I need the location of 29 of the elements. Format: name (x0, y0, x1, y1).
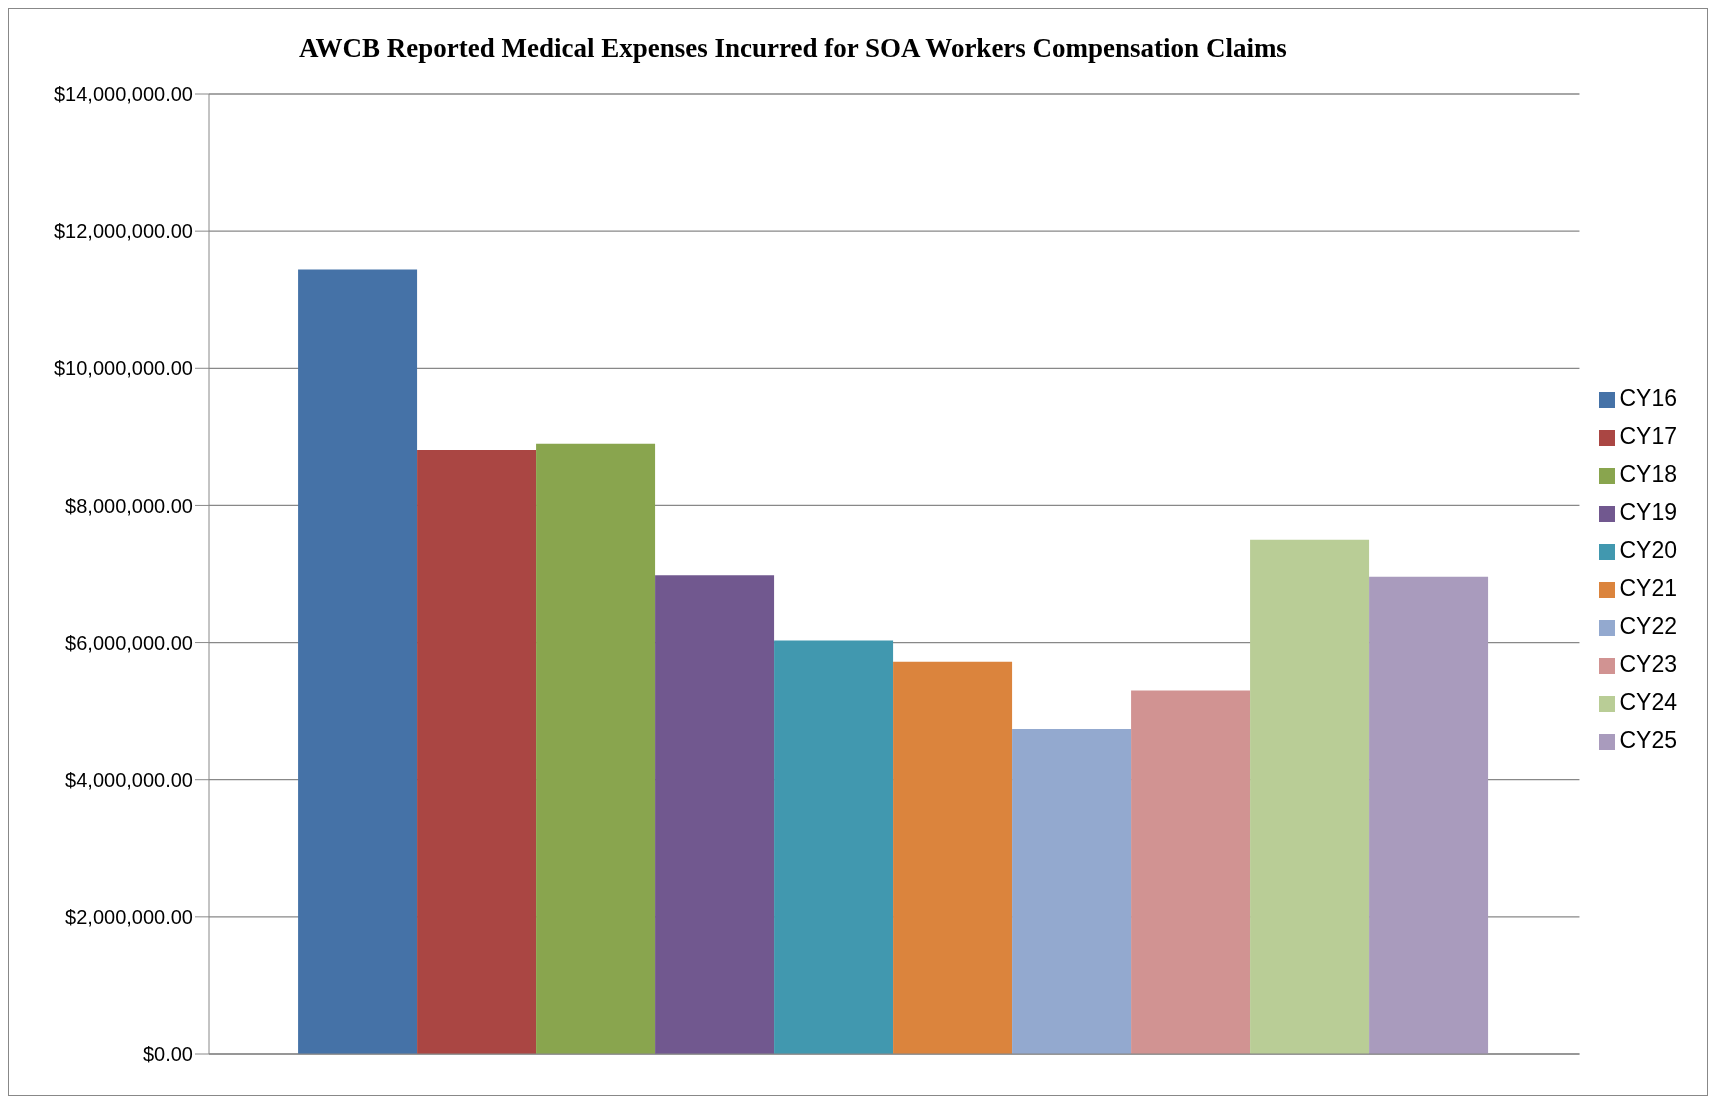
y-tick-label: $2,000,000.00 (65, 905, 193, 928)
bar (893, 661, 1013, 1054)
y-tick-label: $0.00 (142, 1043, 193, 1066)
y-tick-label: $8,000,000.00 (65, 494, 193, 517)
y-tick-label: $4,000,000.00 (65, 768, 193, 791)
legend-label: CY25 (1619, 727, 1677, 753)
y-tick-label: $14,000,000.00 (53, 83, 193, 106)
legend-label: CY23 (1619, 651, 1677, 677)
bar (298, 269, 418, 1054)
bar (774, 640, 894, 1054)
legend-label: CY18 (1619, 461, 1677, 487)
y-tick-label: $10,000,000.00 (53, 357, 193, 380)
legend-label: CY24 (1619, 689, 1677, 715)
legend-label: CY21 (1619, 575, 1677, 601)
legend-label: CY17 (1619, 423, 1677, 449)
bar (1012, 728, 1132, 1054)
legend-label: CY22 (1619, 613, 1677, 639)
y-tick-label: $12,000,000.00 (53, 220, 193, 243)
bar (1250, 539, 1370, 1054)
bar (655, 575, 775, 1054)
bar (1369, 576, 1489, 1054)
y-tick-label: $6,000,000.00 (65, 631, 193, 654)
bar (417, 449, 537, 1054)
bar (536, 443, 656, 1054)
legend-label: CY20 (1619, 537, 1677, 563)
legend-label: CY16 (1619, 385, 1677, 411)
bar (1131, 690, 1251, 1054)
chart-title: AWCB Reported Medical Expenses Incurred for SOA Workers Compensation Claims (298, 33, 1288, 64)
legend-label: CY19 (1619, 499, 1677, 525)
